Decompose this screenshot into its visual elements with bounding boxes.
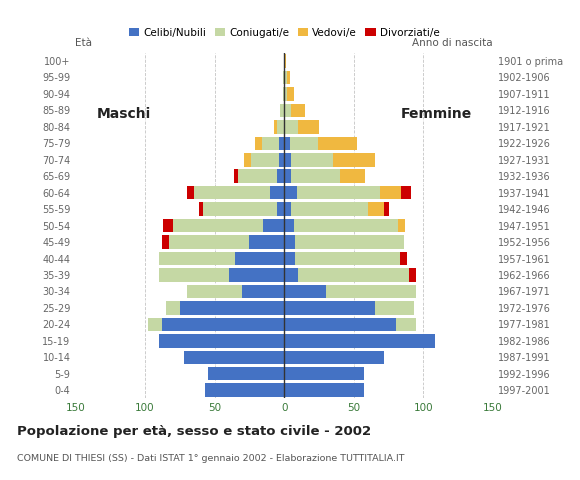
Bar xyxy=(291,169,340,183)
Bar xyxy=(284,367,364,381)
Bar xyxy=(291,203,368,216)
Bar xyxy=(284,235,295,249)
Bar xyxy=(295,235,404,249)
Bar xyxy=(278,137,284,150)
Bar xyxy=(284,87,287,101)
Bar xyxy=(242,285,284,298)
Bar xyxy=(398,219,405,232)
Bar xyxy=(284,350,385,364)
Bar xyxy=(284,334,434,348)
Bar xyxy=(280,104,284,117)
Bar xyxy=(162,235,169,249)
Bar xyxy=(291,153,333,167)
Bar xyxy=(162,318,284,331)
Bar xyxy=(287,71,290,84)
Bar xyxy=(249,235,284,249)
Text: COMUNE DI THIESI (SS) - Dati ISTAT 1° gennaio 2002 - Elaborazione TUTTITALIA.IT: COMUNE DI THIESI (SS) - Dati ISTAT 1° ge… xyxy=(17,454,405,463)
Text: Età: Età xyxy=(75,38,92,48)
Bar xyxy=(200,203,204,216)
Bar xyxy=(284,137,290,150)
Bar xyxy=(298,268,409,282)
Bar xyxy=(229,268,284,282)
Bar xyxy=(277,169,284,183)
Bar xyxy=(290,137,318,150)
Bar xyxy=(326,285,416,298)
Bar xyxy=(284,120,298,133)
Bar xyxy=(187,186,194,199)
Text: Maschi: Maschi xyxy=(96,107,151,120)
Bar xyxy=(262,137,278,150)
Bar xyxy=(368,203,385,216)
Bar xyxy=(400,252,407,265)
Bar xyxy=(284,54,285,68)
Bar xyxy=(284,384,364,397)
Bar xyxy=(284,71,287,84)
Bar xyxy=(284,268,298,282)
Bar xyxy=(409,268,416,282)
Bar xyxy=(169,235,249,249)
Bar xyxy=(204,203,277,216)
Bar xyxy=(159,252,235,265)
Text: Popolazione per età, sesso e stato civile - 2002: Popolazione per età, sesso e stato civil… xyxy=(17,425,372,438)
Bar xyxy=(284,318,396,331)
Bar xyxy=(284,219,294,232)
Bar xyxy=(295,252,400,265)
Bar xyxy=(284,153,291,167)
Bar xyxy=(255,137,262,150)
Bar xyxy=(294,219,398,232)
Bar xyxy=(297,186,380,199)
Bar xyxy=(234,169,238,183)
Bar xyxy=(333,153,375,167)
Bar xyxy=(263,219,284,232)
Bar xyxy=(148,318,162,331)
Bar xyxy=(396,318,416,331)
Bar xyxy=(284,252,295,265)
Bar xyxy=(184,350,284,364)
Bar xyxy=(380,186,401,199)
Bar xyxy=(401,186,411,199)
Bar xyxy=(278,153,284,167)
Bar xyxy=(340,169,365,183)
Bar xyxy=(194,186,270,199)
Bar xyxy=(298,120,319,133)
Bar xyxy=(284,285,326,298)
Bar xyxy=(173,219,263,232)
Bar xyxy=(270,186,284,199)
Legend: Celibi/Nubili, Coniugati/e, Vedovi/e, Divorziati/e: Celibi/Nubili, Coniugati/e, Vedovi/e, Di… xyxy=(125,24,444,42)
Bar xyxy=(284,186,297,199)
Bar xyxy=(166,301,180,314)
Bar xyxy=(375,301,414,314)
Text: Anno di nascita: Anno di nascita xyxy=(412,37,493,48)
Bar xyxy=(385,203,389,216)
Bar xyxy=(187,285,242,298)
Bar xyxy=(284,301,375,314)
Bar xyxy=(277,203,284,216)
Bar xyxy=(318,137,357,150)
Text: Femmine: Femmine xyxy=(401,107,472,120)
Bar xyxy=(274,120,277,133)
Bar xyxy=(235,252,284,265)
Bar xyxy=(159,268,229,282)
Bar xyxy=(291,104,305,117)
Bar xyxy=(251,153,278,167)
Bar xyxy=(180,301,284,314)
Bar xyxy=(205,384,284,397)
Bar xyxy=(283,71,284,84)
Bar xyxy=(284,203,291,216)
Bar xyxy=(163,219,173,232)
Bar xyxy=(284,169,291,183)
Bar xyxy=(208,367,284,381)
Bar xyxy=(244,153,251,167)
Bar xyxy=(284,104,291,117)
Bar xyxy=(283,87,284,101)
Bar xyxy=(277,120,284,133)
Bar xyxy=(287,87,294,101)
Bar xyxy=(238,169,277,183)
Bar xyxy=(159,334,284,348)
